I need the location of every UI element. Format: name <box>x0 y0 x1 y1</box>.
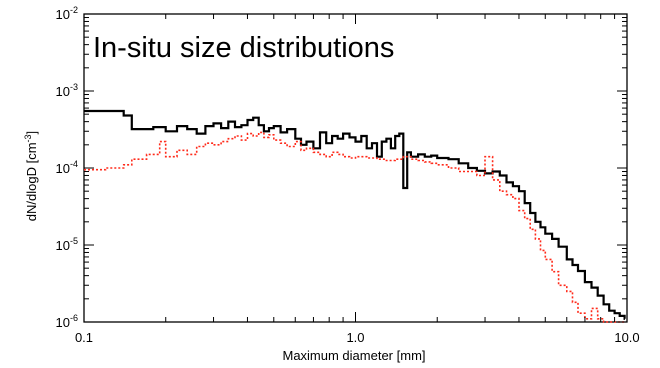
y-tick-label: 10-2 <box>56 5 78 22</box>
x-tick-label: 0.1 <box>75 330 93 345</box>
y-tick-label: 10-5 <box>56 236 78 253</box>
y-axis-title-close: ] <box>24 131 39 135</box>
x-tick-label: 1.0 <box>346 330 364 345</box>
series-2-line <box>84 131 625 323</box>
series-1-line <box>84 109 626 320</box>
x-axis-title: Maximum diameter [mm] <box>282 348 425 363</box>
y-axis-title: dN/dlogD [cm-3] <box>23 131 39 221</box>
y-axis-title-exp: -3 <box>23 134 33 142</box>
y-tick-label: 10-3 <box>56 82 78 99</box>
y-tick-label: 10-6 <box>56 313 78 330</box>
x-tick-label: 10.0 <box>614 330 639 345</box>
chart-title: In-situ size distributions <box>93 32 394 64</box>
y-axis-title-base: dN/dlogD [cm <box>24 142 39 221</box>
y-tick-label: 10-4 <box>56 159 78 176</box>
